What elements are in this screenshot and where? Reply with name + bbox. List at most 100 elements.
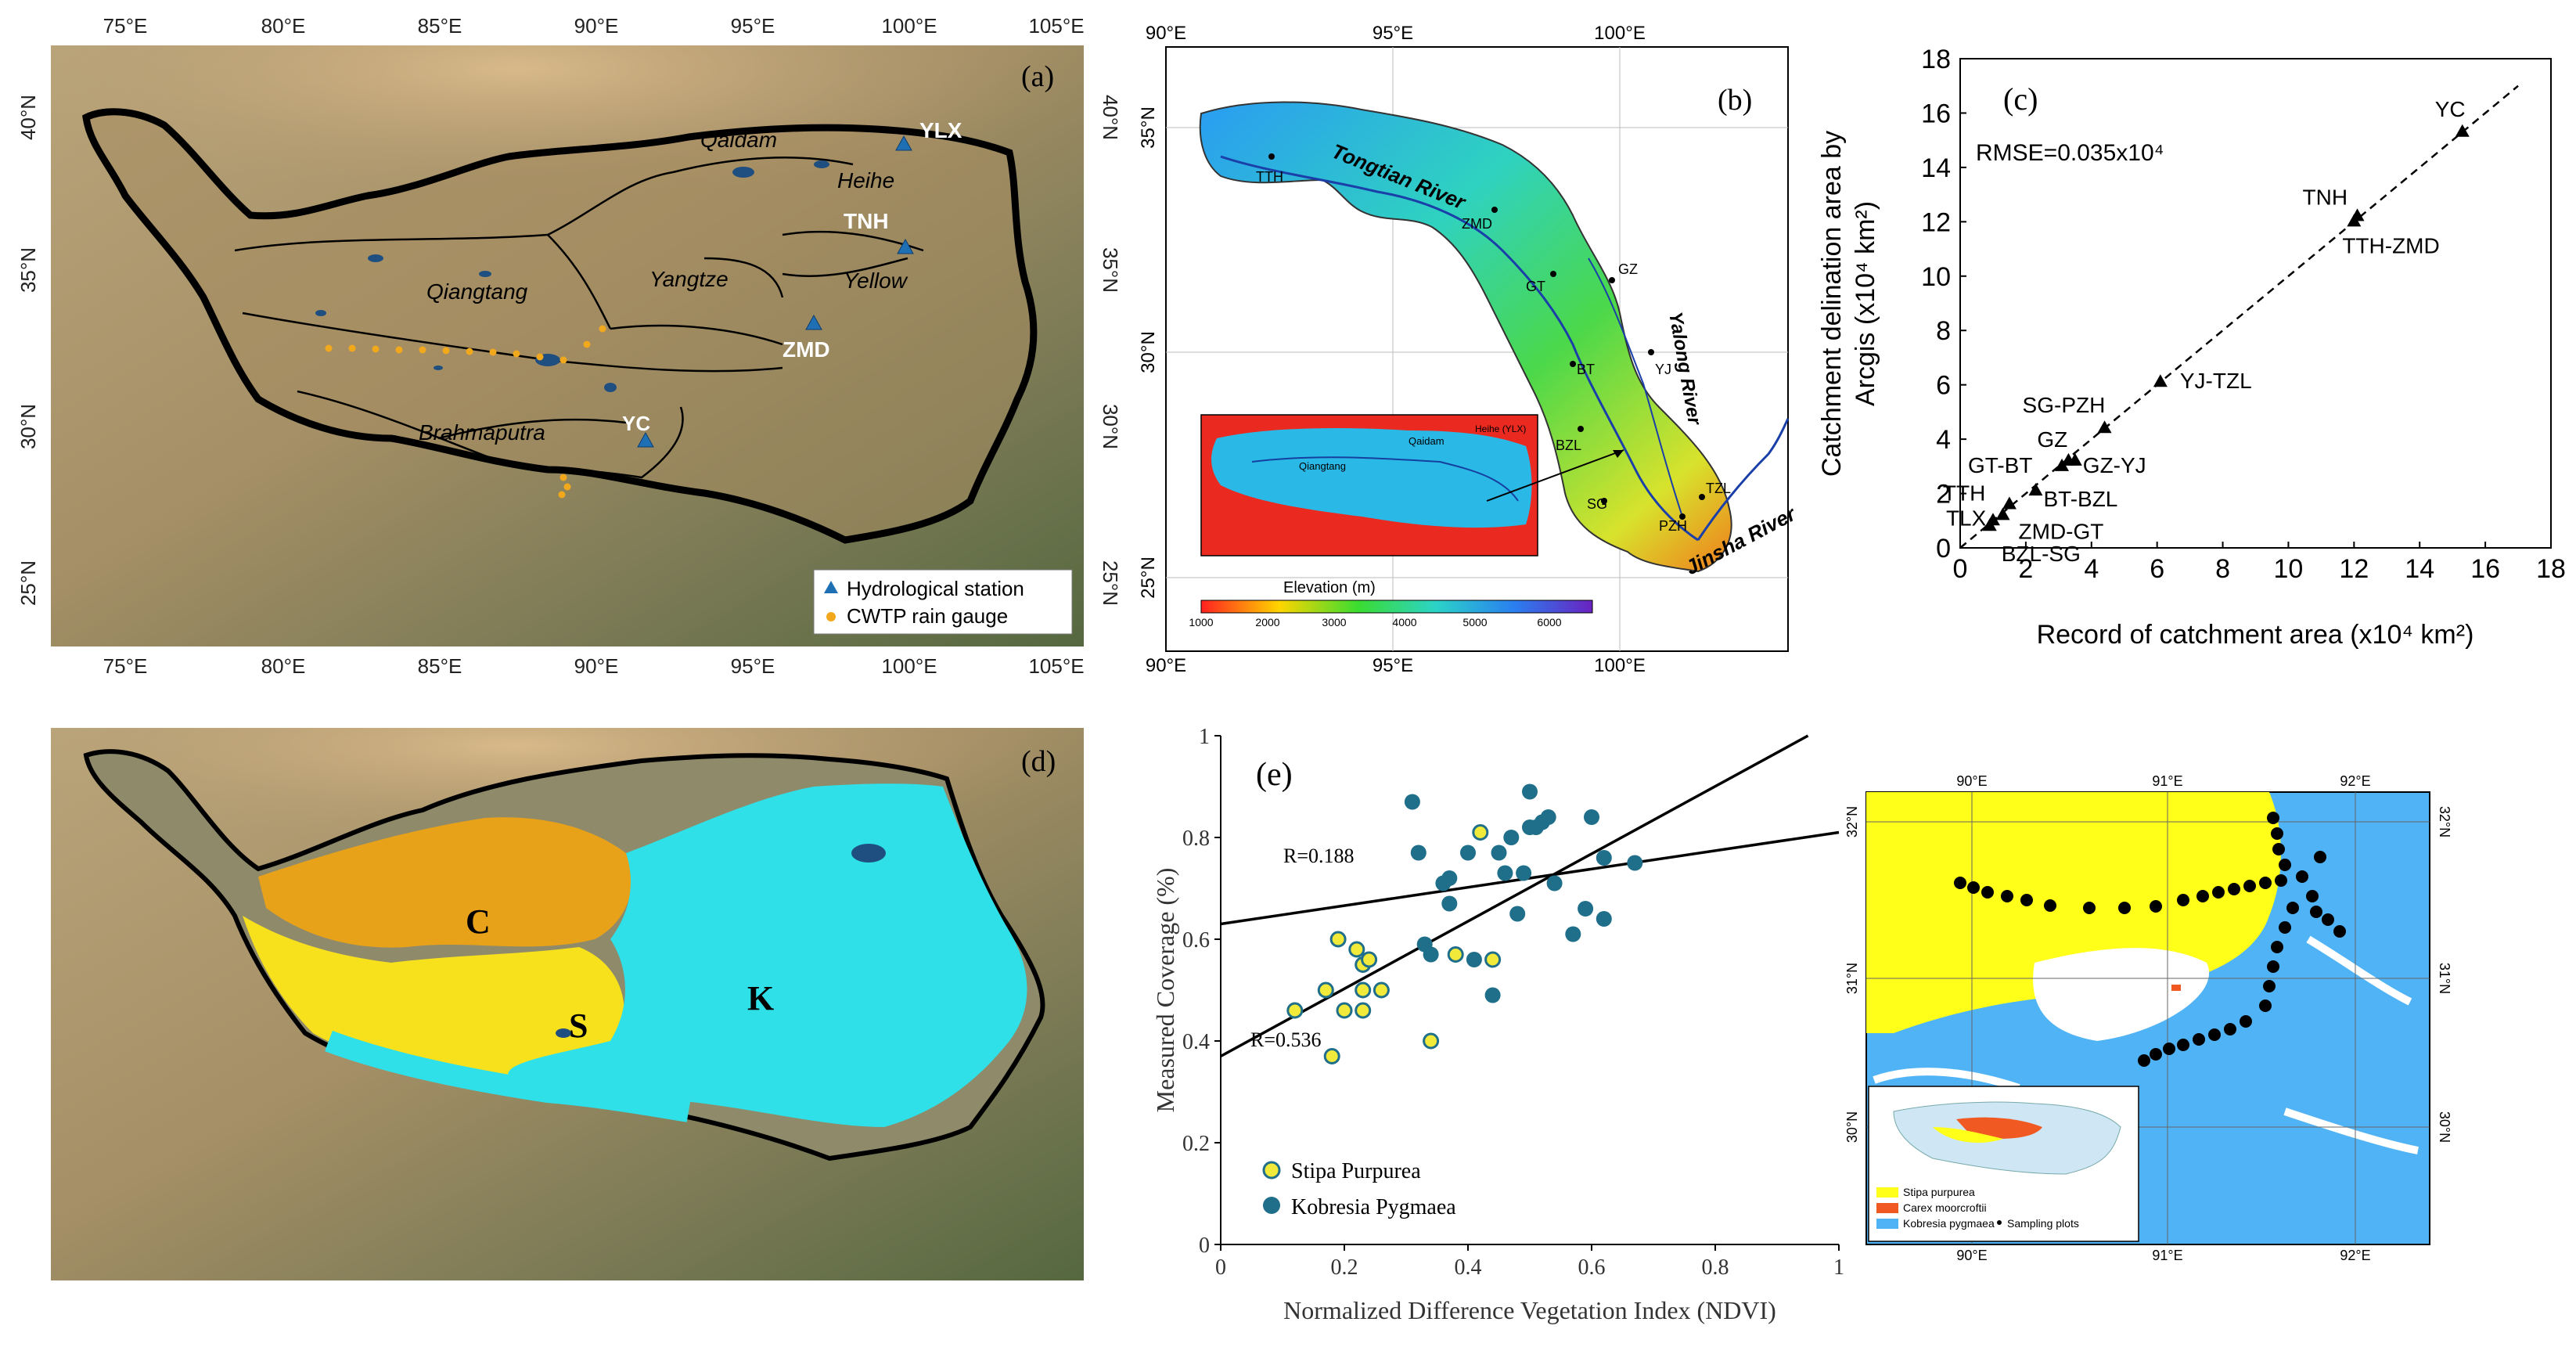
panel-c-point-label: ZMD-GT xyxy=(2019,519,2104,543)
svg-text:TZL: TZL xyxy=(1706,481,1731,496)
svg-text:30°N: 30°N xyxy=(16,404,40,449)
panel-e-y-tick-label: 0.2 xyxy=(1182,1132,1210,1156)
panel-c-point-label: BZL-SG xyxy=(2002,542,2081,566)
jinsha-river-line xyxy=(1696,418,1790,541)
panel-e-point-stipa xyxy=(1355,981,1372,999)
svg-text:105°E: 105°E xyxy=(1028,654,1084,678)
svg-text:40°N: 40°N xyxy=(1099,95,1122,140)
legend-gauge-label: CWTP rain gauge xyxy=(847,604,1008,628)
elevation-colorbar xyxy=(1200,600,1593,614)
region-label-brahmaputra: Brahmaputra xyxy=(419,420,545,445)
panel-c-x-tick-label: 6 xyxy=(2150,554,2164,584)
panel-c-point-label: TNH xyxy=(2303,185,2348,209)
svg-text:PZH: PZH xyxy=(1659,518,1687,534)
panel-e-y-tick-label: 1 xyxy=(1199,725,1210,749)
panel-b-label: (b) xyxy=(1718,84,1752,117)
panel-c-one-to-one-line xyxy=(1959,85,2519,549)
tongtian-river-line xyxy=(1220,155,1699,542)
svg-text:91°E: 91°E xyxy=(2152,1248,2182,1263)
panel-c-rmse: RMSE=0.035x10⁴ xyxy=(1976,140,2164,166)
panel-c-y-tick-label: 8 xyxy=(1936,316,1951,346)
panel-c-point-label: YJ-TZL xyxy=(2180,369,2252,393)
panel-c-point xyxy=(2028,483,2043,496)
panel-c-x-tick-label: 14 xyxy=(2405,554,2434,584)
hydrological-stations xyxy=(637,135,914,448)
panel-c-point-label: GT-BT xyxy=(1968,453,2032,477)
panel-e-point-kobresia xyxy=(1460,845,1476,861)
station-zmd-icon xyxy=(805,314,822,330)
panel-e-point-stipa xyxy=(1329,931,1347,948)
panel-e-x-tick-label: 0.4 xyxy=(1455,1255,1482,1280)
panel-e-x-axis-label: Normalized Difference Vegetation Index (… xyxy=(1283,1296,1776,1324)
panel-d-label: (d) xyxy=(1021,745,1056,778)
panel-e-point-stipa xyxy=(1355,1002,1372,1019)
panel-c-y-tick-label: 6 xyxy=(1936,371,1951,401)
legend-kobresia-marker xyxy=(1263,1197,1280,1214)
svg-text:85°E: 85°E xyxy=(418,14,462,38)
panel-e-point-kobresia xyxy=(1584,809,1599,825)
panel-e-y-ticks: 0 0.2 0.4 0.6 0.8 1 xyxy=(1182,725,1221,1258)
svg-text:90°E: 90°E xyxy=(574,14,619,38)
svg-text:30°N: 30°N xyxy=(1099,404,1122,449)
panel-e-fit-line xyxy=(1220,734,1809,1058)
svg-text:ZMD: ZMD xyxy=(1462,216,1492,232)
panel-c-y-ticks: 0 2 4 6 8 10 12 14 16 18 xyxy=(1921,45,1966,564)
panel-e-point-kobresia xyxy=(1466,952,1482,967)
panel-e-x-ticks: 0 0.2 0.4 0.6 0.8 1 xyxy=(1215,1244,1844,1280)
sampling-map-lat-ticks-left: 32°N 31°N 30°N xyxy=(1844,806,1860,1143)
panel-c-point xyxy=(2347,214,2362,227)
panel-e-point-kobresia xyxy=(1596,850,1612,866)
tibetan-plateau-boundary xyxy=(82,108,1038,544)
panel-e-point-kobresia xyxy=(1509,906,1526,922)
region-label-qaidam: Qaidam xyxy=(700,128,777,152)
svg-text:92°E: 92°E xyxy=(2340,773,2370,789)
svg-text:32°N: 32°N xyxy=(1844,806,1860,837)
panel-d: C S K (d) xyxy=(51,728,1084,1280)
svg-text:95°E: 95°E xyxy=(1373,23,1413,44)
panel-e-label: (e) xyxy=(1256,757,1293,793)
panel-e-point-stipa xyxy=(1472,824,1489,841)
region-label-qiangtang: Qiangtang xyxy=(426,279,528,304)
svg-text:BT: BT xyxy=(1577,362,1595,377)
panel-e-point-stipa xyxy=(1323,1048,1340,1064)
inset-label-heihe: Heihe (YLX) xyxy=(1475,423,1526,434)
panel-a-label: (a) xyxy=(1021,60,1054,93)
panel-e-point-kobresia xyxy=(1441,870,1458,886)
svg-text:2000: 2000 xyxy=(1255,616,1279,628)
panel-e-point-stipa xyxy=(1348,941,1365,958)
panel-c-x-ticks: 0 2 4 6 8 10 12 14 16 18 xyxy=(1953,542,2566,584)
svg-text:25°N: 25°N xyxy=(1138,556,1159,599)
panel-a-lat-ticks-left: 40°N 35°N 30°N 25°N xyxy=(16,95,40,606)
panel-e-point-stipa xyxy=(1447,946,1464,963)
panel-e-r-kobresia: R=0.188 xyxy=(1283,845,1355,867)
svg-text:GT: GT xyxy=(1526,279,1545,294)
zone-label-s: S xyxy=(569,1007,588,1045)
panel-e-x-tick-label: 0 xyxy=(1215,1255,1226,1280)
sampling-map-lat-ticks-right: 32°N 31°N 30°N xyxy=(2437,806,2452,1143)
sampling-map-lon-ticks-bottom: 90°E 91°E 92°E xyxy=(1956,1248,2370,1263)
panel-c-x-tick-label: 16 xyxy=(2470,554,2500,584)
legend-stipa-label: Stipa Purpurea xyxy=(1291,1159,1421,1183)
panel-b-inset-plateau xyxy=(1211,428,1532,528)
panel-b-lon-ticks-top: 90°E 95°E 100°E xyxy=(1146,23,1646,44)
svg-text:SG: SG xyxy=(1587,496,1607,512)
svg-text:3000: 3000 xyxy=(1322,616,1346,628)
panel-e-point-kobresia xyxy=(1565,926,1581,942)
rain-gauges xyxy=(325,325,606,499)
panel-c-point xyxy=(1982,518,1997,531)
colorbar-ticks: 1000 2000 3000 4000 5000 6000 xyxy=(1189,616,1561,628)
svg-text:4000: 4000 xyxy=(1392,616,1416,628)
panel-c-x-tick-label: 2 xyxy=(2018,554,2033,584)
panel-e-y-tick-label: 0.4 xyxy=(1182,1030,1210,1054)
sampling-map: Stipa purpurea Carex moorcroftii Kobresi… xyxy=(1844,773,2452,1263)
panel-b-station-labels: TTH ZMD GT GZ BT YJ BZL SG TZL PZH xyxy=(1256,169,1731,534)
svg-text:80°E: 80°E xyxy=(261,654,306,678)
panel-c-point-label: GZ-YJ xyxy=(2083,453,2146,477)
svg-text:90°E: 90°E xyxy=(1956,1248,1987,1263)
panel-e-point-kobresia xyxy=(1404,794,1420,810)
panel-b-lat-ticks: 35°N 30°N 25°N xyxy=(1138,106,1159,599)
svg-text:105°E: 105°E xyxy=(1028,14,1084,38)
inset-pointer-arrow xyxy=(1486,449,1624,502)
panel-e-point-kobresia xyxy=(1491,845,1507,861)
panel-c-x-tick-label: 4 xyxy=(2084,554,2099,584)
